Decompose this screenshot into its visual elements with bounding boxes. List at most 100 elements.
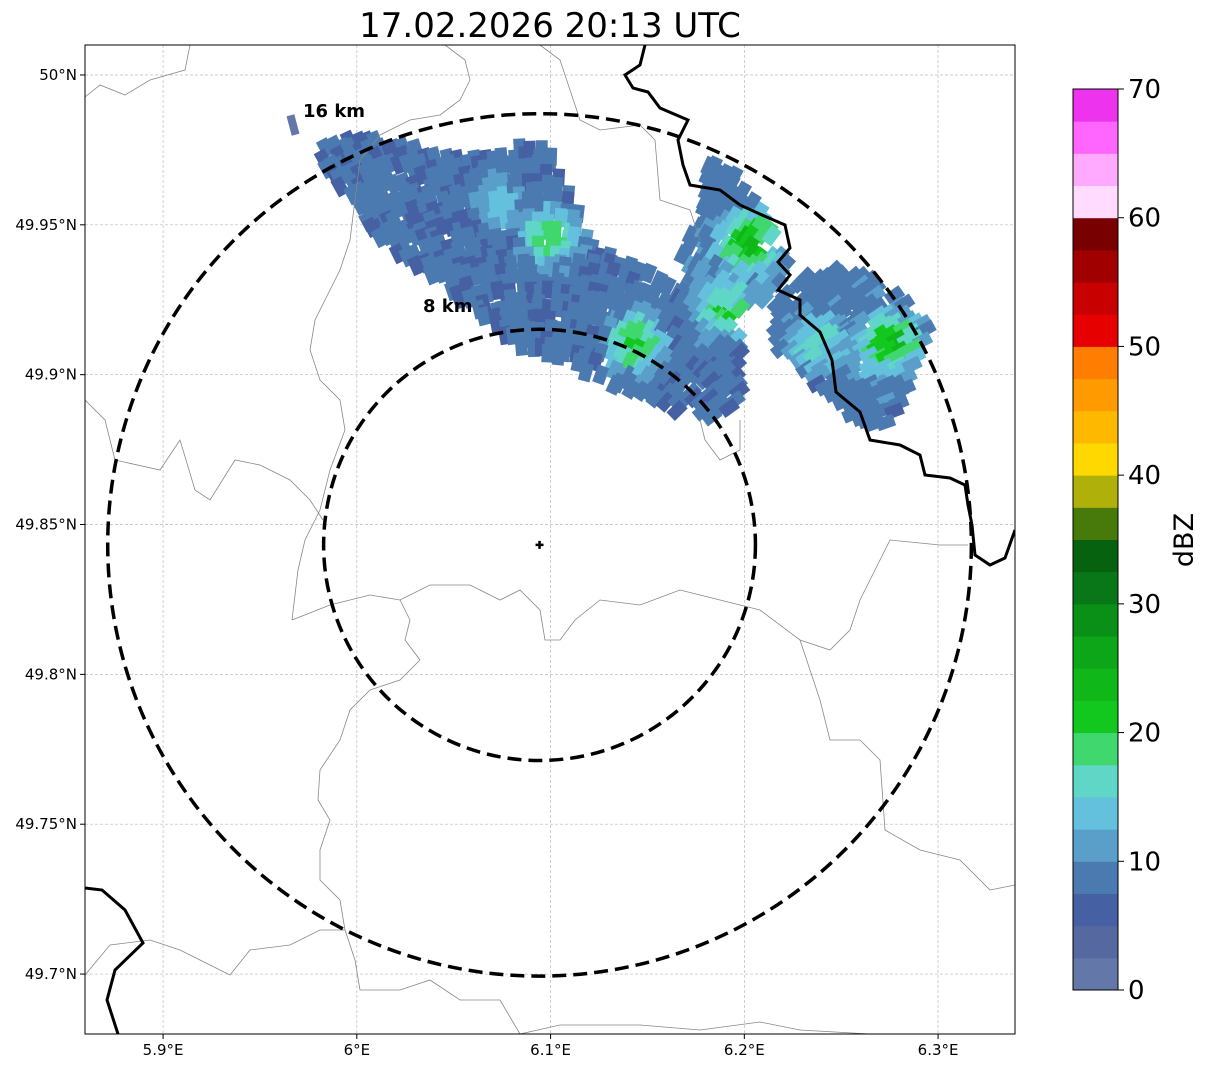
- echo-cell: [541, 280, 555, 299]
- range-ring-16km: [105, 111, 974, 978]
- colorbar-tick-label: 60: [1128, 204, 1161, 234]
- colorbar-bin: [1073, 861, 1118, 894]
- echo-cell: [645, 387, 666, 409]
- echo-cell: [541, 344, 555, 363]
- range-ring-8km: [321, 327, 758, 763]
- plot-frame: [84, 44, 1016, 1035]
- echo-cell: [609, 372, 628, 394]
- echo-cell: [646, 343, 667, 366]
- echo-cell: [858, 345, 881, 366]
- echo-cell: [802, 282, 824, 304]
- colorbar-bin: [1073, 249, 1118, 283]
- colorbar-tick-label: 30: [1128, 590, 1161, 620]
- colorbar: 0 10 20 30 40 50 60 70: [1072, 75, 1161, 1006]
- colorbar-bin: [1073, 893, 1118, 927]
- y-tick-label: 49.75°N: [15, 815, 77, 833]
- colorbar-bin: [1073, 378, 1118, 412]
- echo-cell: [875, 413, 897, 432]
- echo-cell: [700, 406, 723, 427]
- echo-cell: [407, 254, 426, 277]
- colorbar-bin: [1073, 314, 1118, 347]
- x-tick-label: 6.2°E: [724, 1041, 765, 1059]
- colorbar-bin: [1073, 89, 1118, 122]
- echo-cell: [724, 205, 744, 228]
- y-tick-label: 49.85°N: [15, 516, 77, 534]
- echo-cell: [796, 274, 818, 296]
- echo-cell: [694, 368, 716, 391]
- echo-cell: [883, 312, 905, 332]
- colorbar-bin: [1073, 507, 1118, 540]
- radar-site-marker: [535, 540, 544, 549]
- echo-cell: [806, 374, 828, 394]
- echo-cell: [765, 318, 788, 340]
- colorbar-bin: [1073, 925, 1118, 959]
- y-tick-label: 49.9°N: [25, 366, 77, 384]
- echo-cell: [694, 196, 714, 218]
- echo-cell: [883, 285, 906, 306]
- colorbar-tick-label: 0: [1128, 976, 1145, 1006]
- echo-cell: [370, 226, 390, 249]
- echo-cell: [828, 264, 851, 286]
- echo-cell: [666, 399, 688, 421]
- radar-site-plus-icon: [535, 540, 544, 549]
- echo-cell: [729, 297, 751, 319]
- echo-cell: [788, 272, 811, 294]
- colorbar-tick-label: 50: [1128, 332, 1161, 362]
- colorbar-bin: [1073, 410, 1118, 444]
- gridlines: [85, 45, 1015, 1034]
- x-tick-label: 6°E: [344, 1041, 371, 1059]
- echo-cell: [605, 359, 624, 381]
- range-rings: [105, 111, 974, 978]
- echo-cell: [475, 305, 492, 327]
- colorbar-bin: [1073, 668, 1118, 701]
- colorbar-bin: [1073, 700, 1118, 734]
- y-tick-label: 50°N: [39, 66, 77, 84]
- colorbar-bin: [1073, 571, 1118, 605]
- country-borders: [85, 45, 1015, 1034]
- echo-cell: [639, 380, 660, 403]
- echo-cell: [514, 337, 529, 357]
- colorbar-frame: [1072, 88, 1119, 991]
- echo-cell: [655, 391, 677, 413]
- x-tick-label: 6.1°E: [530, 1041, 571, 1059]
- axis-ticks: 5.9°E 6°E 6.1°E 6.2°E 6.3°E 50°N 49.95°N 49.9°N…: [15, 66, 958, 1059]
- colorbar-bin: [1073, 957, 1118, 991]
- x-tick-label: 6.3°E: [918, 1041, 959, 1059]
- echo-cell: [639, 262, 658, 284]
- colorbar-bin: [1073, 121, 1118, 154]
- colorbar-bin: [1073, 442, 1118, 476]
- colorbar-bin: [1073, 636, 1118, 669]
- echo-cell: [699, 397, 722, 419]
- echo-cell: [690, 259, 710, 282]
- echo-cell: [753, 288, 775, 310]
- colorbar-tick-label: 20: [1128, 719, 1161, 749]
- echo-cell: [695, 223, 715, 246]
- echo-cell: [286, 114, 300, 136]
- colorbar-bin: [1073, 153, 1118, 187]
- y-tick-label: 49.8°N: [25, 665, 77, 683]
- echo-cell: [725, 216, 746, 239]
- echo-cell: [384, 173, 403, 195]
- colorbar-bin: [1073, 603, 1118, 637]
- colorbar-bin: [1073, 346, 1118, 380]
- echo-cell: [577, 361, 595, 383]
- colorbar-bin: [1073, 475, 1118, 508]
- echo-cell: [676, 241, 696, 263]
- colorbar-tick-label: 40: [1128, 461, 1161, 491]
- colorbar-bin: [1073, 217, 1118, 251]
- admin-borders: [85, 45, 1015, 1034]
- colorbar-bin: [1073, 282, 1118, 315]
- echo-cell: [395, 224, 414, 247]
- echo-cell: [769, 338, 792, 360]
- colorbar-label: dBZ: [1169, 513, 1200, 567]
- echo-cell: [700, 370, 723, 392]
- chart-title: 17.02.2026 20:13 UTC: [359, 6, 741, 46]
- echo-cell: [767, 327, 790, 349]
- colorbar-bin: [1073, 829, 1118, 862]
- echo-cell: [884, 374, 907, 393]
- x-tick-label: 5.9°E: [143, 1041, 184, 1059]
- echo-cell: [697, 281, 718, 303]
- echo-cell: [829, 281, 851, 303]
- colorbar-bin: [1073, 764, 1118, 798]
